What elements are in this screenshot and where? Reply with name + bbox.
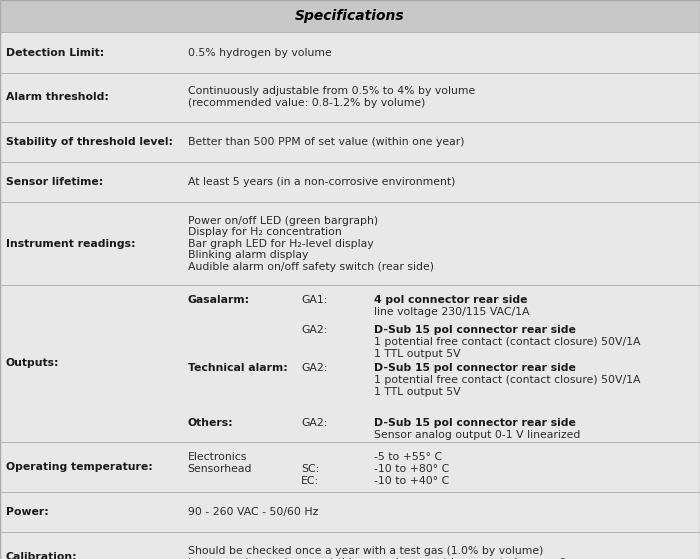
Text: Stability of threshold level:: Stability of threshold level: — [6, 137, 173, 147]
Text: Technical alarm:: Technical alarm: — [188, 363, 288, 373]
Bar — [0, 0, 700, 32]
Text: 1 TTL output 5V: 1 TTL output 5V — [374, 349, 461, 359]
Text: 1 TTL output 5V: 1 TTL output 5V — [374, 387, 461, 397]
Text: Operating temperature:: Operating temperature: — [6, 462, 153, 472]
Text: Electronics: Electronics — [188, 452, 247, 462]
Text: 90 - 260 VAC - 50/60 Hz: 90 - 260 VAC - 50/60 Hz — [188, 507, 318, 517]
Text: Alarm threshold:: Alarm threshold: — [6, 92, 108, 102]
Text: At least 5 years (in a non-corrosive environment): At least 5 years (in a non-corrosive env… — [188, 177, 455, 187]
Text: 4 pol connector rear side: 4 pol connector rear side — [374, 295, 528, 305]
Text: Others:: Others: — [188, 418, 233, 428]
Text: Sensorhead: Sensorhead — [188, 464, 252, 474]
Text: -10 to +40° C: -10 to +40° C — [374, 476, 449, 486]
Text: -5 to +55° C: -5 to +55° C — [374, 452, 442, 462]
Text: D-Sub 15 pol connector rear side: D-Sub 15 pol connector rear side — [374, 325, 576, 335]
Bar — [0, 532, 700, 559]
Text: GA2:: GA2: — [301, 418, 328, 428]
Text: Gasalarm:: Gasalarm: — [188, 295, 250, 305]
Bar — [0, 442, 700, 492]
Text: GA1:: GA1: — [301, 295, 328, 305]
Text: -10 to +80° C: -10 to +80° C — [374, 464, 449, 474]
Text: Power:: Power: — [6, 507, 48, 517]
Text: Sensor analog output 0-1 V linearized: Sensor analog output 0-1 V linearized — [374, 430, 581, 440]
Text: EC:: EC: — [301, 476, 319, 486]
Text: GA2:: GA2: — [301, 325, 328, 335]
Bar — [0, 202, 700, 285]
Bar — [0, 285, 700, 442]
Bar — [0, 73, 700, 122]
Text: Calibration:: Calibration: — [6, 552, 77, 559]
Bar — [0, 162, 700, 202]
Text: SC:: SC: — [301, 464, 319, 474]
Bar — [0, 122, 700, 162]
Text: Should be checked once a year with a test gas (1.0% by volume)
in a corrosive en: Should be checked once a year with a tes… — [188, 546, 584, 559]
Text: 1 potential free contact (contact closure) 50V/1A: 1 potential free contact (contact closur… — [374, 337, 641, 347]
Text: GA2:: GA2: — [301, 363, 328, 373]
Text: 1 potential free contact (contact closure) 50V/1A: 1 potential free contact (contact closur… — [374, 375, 641, 385]
Bar — [0, 32, 700, 73]
Text: Instrument readings:: Instrument readings: — [6, 239, 135, 249]
Text: Better than 500 PPM of set value (within one year): Better than 500 PPM of set value (within… — [188, 137, 464, 147]
Text: Outputs:: Outputs: — [6, 358, 59, 368]
Text: 0.5% hydrogen by volume: 0.5% hydrogen by volume — [188, 48, 331, 58]
Text: D-Sub 15 pol connector rear side: D-Sub 15 pol connector rear side — [374, 363, 576, 373]
Text: line voltage 230/115 VAC/1A: line voltage 230/115 VAC/1A — [374, 307, 530, 318]
Text: Sensor lifetime:: Sensor lifetime: — [6, 177, 103, 187]
Text: D-Sub 15 pol connector rear side: D-Sub 15 pol connector rear side — [374, 418, 576, 428]
Text: Continuously adjustable from 0.5% to 4% by volume
(recommended value: 0.8-1.2% b: Continuously adjustable from 0.5% to 4% … — [188, 87, 475, 108]
Text: Power on/off LED (green bargraph)
Display for H₂ concentration
Bar graph LED for: Power on/off LED (green bargraph) Displa… — [188, 216, 433, 272]
Bar — [0, 492, 700, 532]
Text: Specifications: Specifications — [295, 9, 405, 23]
Text: Detection Limit:: Detection Limit: — [6, 48, 104, 58]
